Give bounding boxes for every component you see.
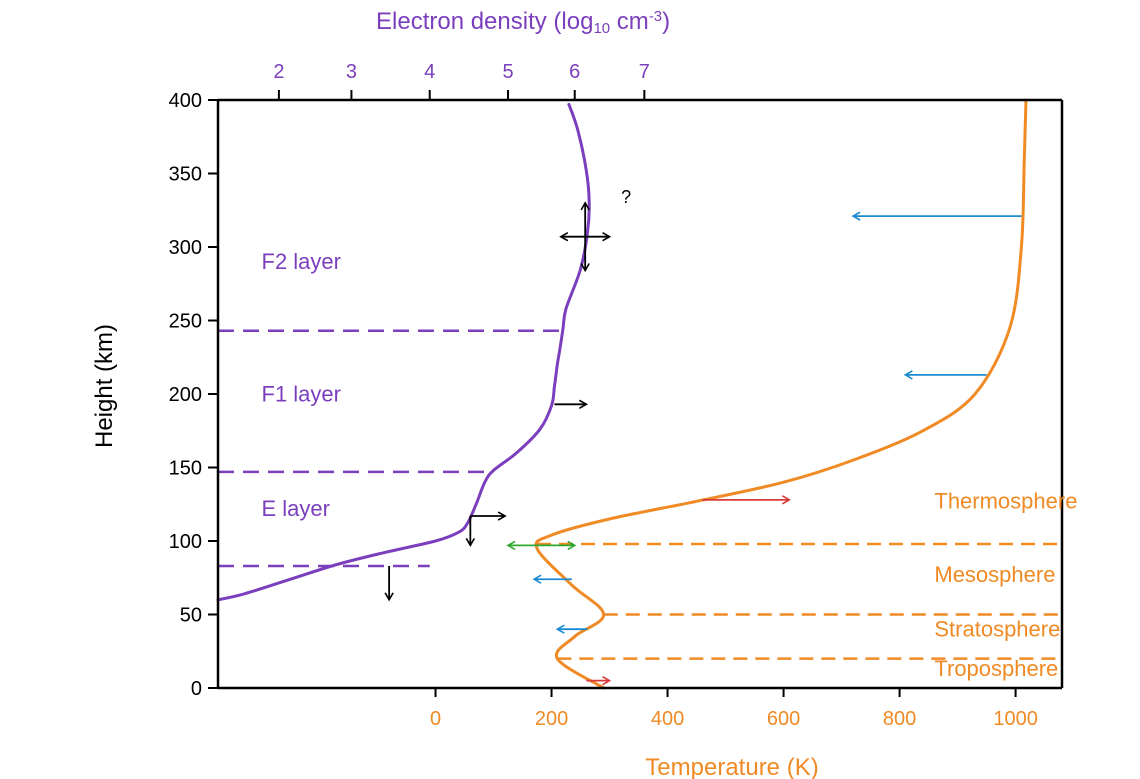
y-tick-label: 100 bbox=[169, 531, 202, 553]
electron-density-profile-line bbox=[216, 102, 591, 602]
y-tick-label: 150 bbox=[169, 458, 202, 480]
x-top-tick-label: 4 bbox=[424, 61, 435, 83]
y-tick-label: 50 bbox=[180, 605, 202, 627]
x-bottom-tick-label: 200 bbox=[535, 708, 568, 730]
temperature-profile-line bbox=[534, 98, 1028, 690]
atmosphere-layer-label: Stratosphere bbox=[934, 617, 1060, 642]
question-mark-annotation: ? bbox=[621, 187, 631, 207]
x-top-tick-label: 3 bbox=[346, 61, 357, 83]
x-bottom-tick-label: 600 bbox=[767, 708, 800, 730]
y-axis-title: Height (km) bbox=[91, 324, 118, 448]
x-top-tick-label: 5 bbox=[502, 61, 513, 83]
x-bottom-axis-title: Temperature (K) bbox=[645, 754, 818, 779]
atmosphere-layer-label: Troposphere bbox=[934, 656, 1058, 681]
y-tick-label: 0 bbox=[191, 678, 202, 700]
x-top-tick-label: 2 bbox=[273, 61, 284, 83]
x-bottom-tick-label: 0 bbox=[430, 708, 441, 730]
y-tick-label: 400 bbox=[169, 90, 202, 112]
ionosphere-layer-label: E layer bbox=[262, 496, 330, 521]
y-tick-label: 200 bbox=[169, 384, 202, 406]
y-tick-label: 300 bbox=[169, 237, 202, 259]
x-bottom-tick-label: 1000 bbox=[993, 708, 1038, 730]
y-tick-label: 350 bbox=[169, 164, 202, 186]
ionosphere-layer-label: F1 layer bbox=[262, 381, 341, 406]
x-bottom-tick-label: 400 bbox=[651, 708, 684, 730]
y-tick-label: 250 bbox=[169, 311, 202, 333]
x-bottom-tick-label: 800 bbox=[883, 708, 916, 730]
atmosphere-layer-label: Thermosphere bbox=[934, 489, 1077, 514]
atmosphere-layer-label: Mesosphere bbox=[934, 562, 1055, 587]
x-top-tick-label: 7 bbox=[639, 61, 650, 83]
x-top-tick-label: 6 bbox=[569, 61, 580, 83]
ionosphere-layer-label: F2 layer bbox=[262, 249, 341, 274]
electron-density-axis-title: Electron density (log10 cm-3) bbox=[376, 8, 671, 37]
